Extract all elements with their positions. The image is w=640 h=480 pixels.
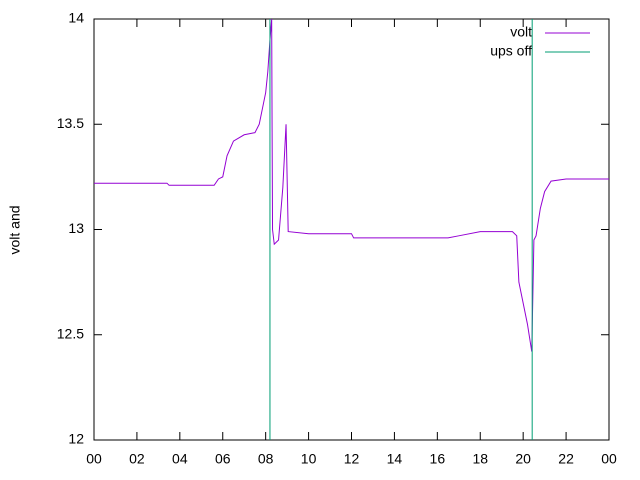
y-tick-label: 12.5 [57, 325, 84, 341]
x-tick-label: 12 [344, 451, 360, 467]
legend-label: volt [510, 24, 532, 40]
x-tick-label: 00 [86, 451, 102, 467]
y-tick-label: 13.5 [57, 115, 84, 131]
y-tick-label: 14 [68, 10, 84, 26]
line [94, 18, 609, 352]
y-tick-label: 12 [68, 431, 84, 447]
x-tick-label: 20 [515, 451, 531, 467]
x-tick-label: 18 [472, 451, 488, 467]
x-tick-label: 10 [301, 451, 317, 467]
plot-frame [93, 18, 610, 441]
x-tick-label: 22 [558, 451, 574, 467]
x-tick-label: 14 [387, 451, 403, 467]
x-tick-label: 08 [258, 451, 274, 467]
x-tick-label: 00 [601, 451, 617, 467]
x-tick-label: 04 [172, 451, 188, 467]
y-tick-label: 13 [68, 220, 84, 236]
legend-label: ups off [490, 43, 532, 59]
x-tick-label: 16 [430, 451, 446, 467]
y-axis-label: volt and [7, 205, 23, 254]
x-tick-label: 06 [215, 451, 231, 467]
x-tick-label: 02 [129, 451, 145, 467]
